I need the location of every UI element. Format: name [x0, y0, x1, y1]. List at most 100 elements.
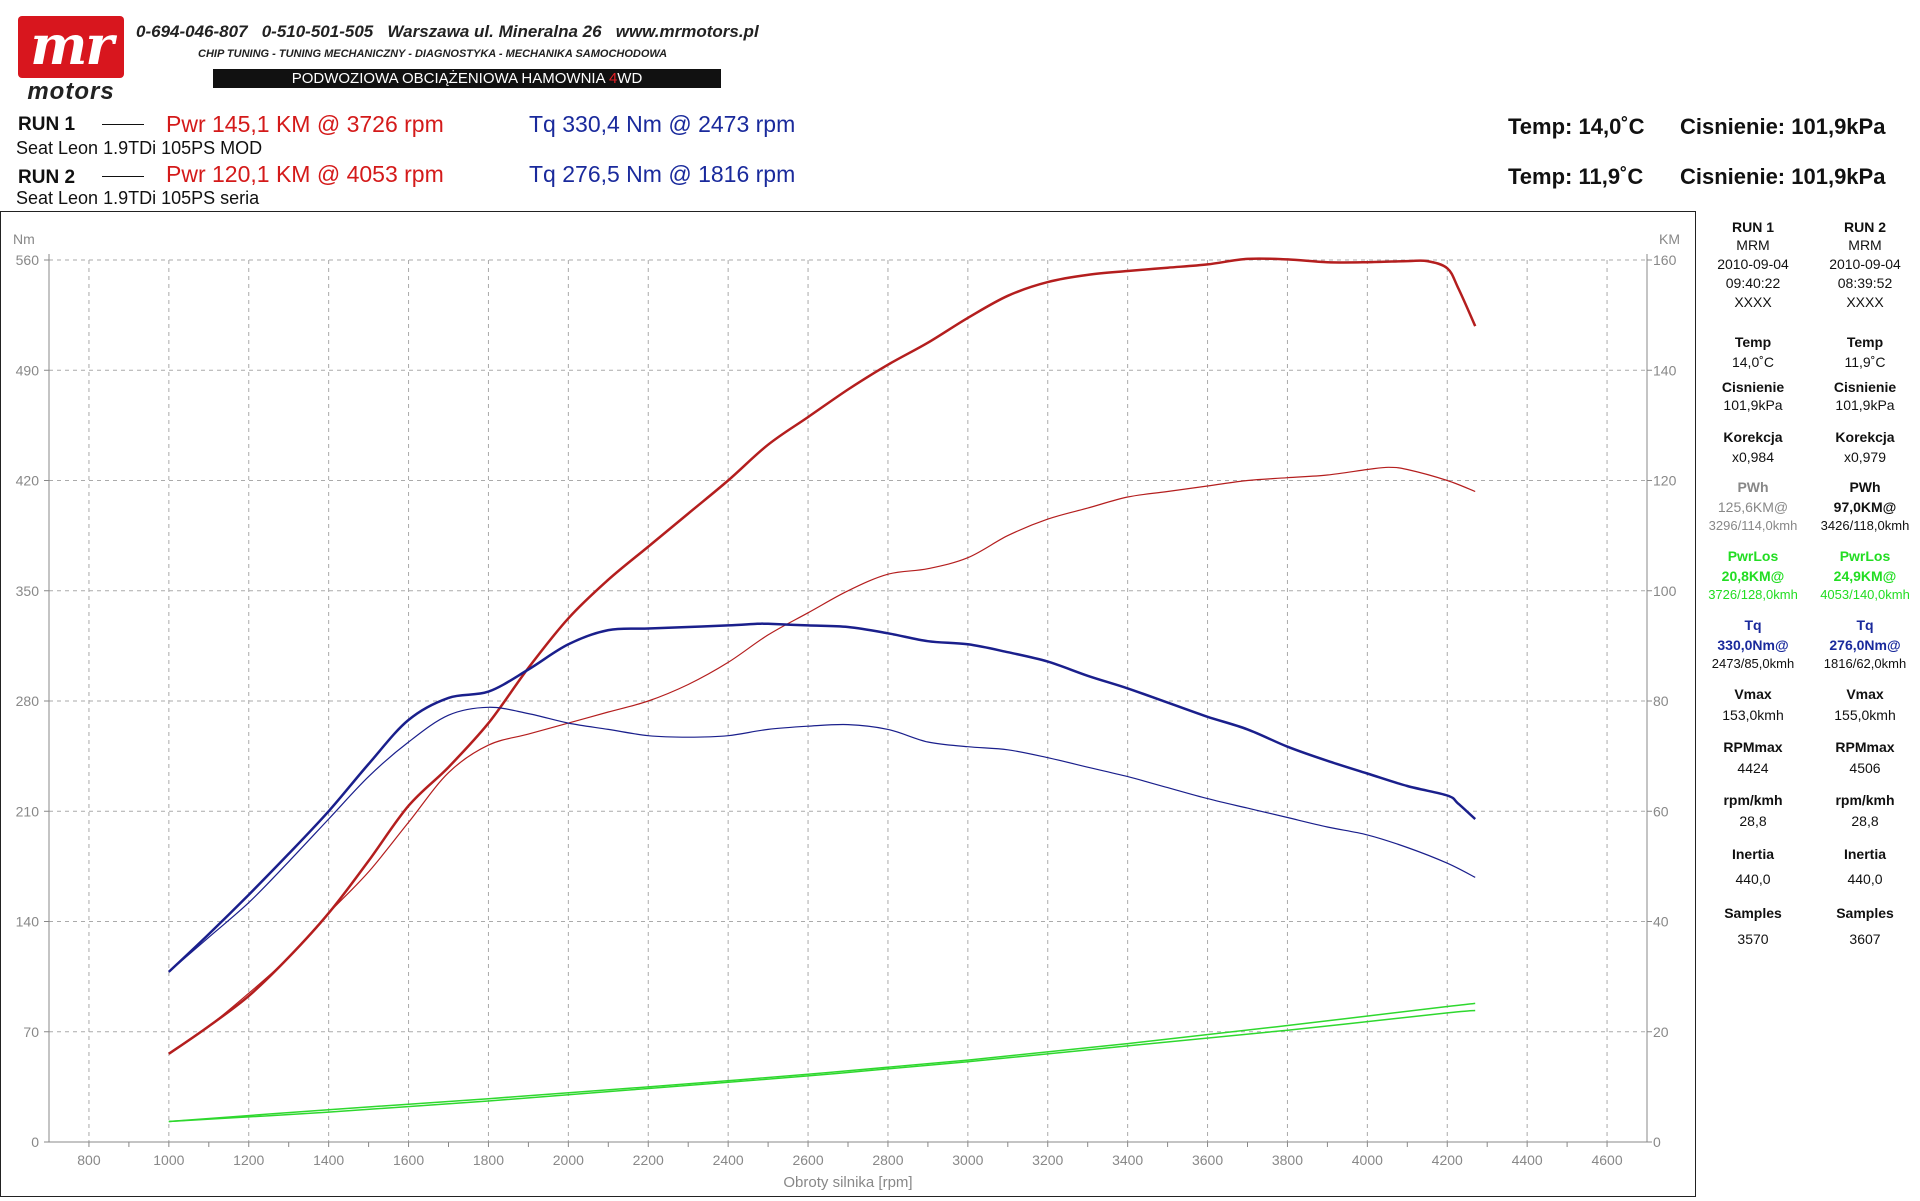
run1-rk-label: rpm/kmh	[1723, 792, 1783, 808]
run2-tq-label: Tq	[1856, 617, 1874, 633]
chart-series	[167, 257, 1477, 1123]
run2-loss-label: PwrLos	[1839, 548, 1891, 564]
run1-rk-value: 28,8	[1739, 813, 1767, 829]
run2-tq-value: 276,0Nm@	[1829, 637, 1901, 653]
services-line: CHIP TUNING - TUNING MECHANICZNY - DIAGN…	[198, 48, 668, 60]
run2-rk-value: 28,8	[1851, 813, 1879, 829]
y-tick-label-left: 560	[16, 252, 40, 268]
run1-vmax-label: Vmax	[1734, 686, 1772, 702]
run1-power: Pwr 145,1 KM @ 3726 rpm	[166, 111, 444, 137]
run1-rpm-label: RPMmax	[1723, 739, 1783, 755]
y-tick-label-right: 120	[1653, 473, 1677, 489]
x-tick-label: 2600	[792, 1152, 823, 1168]
run1-samples-label: Samples	[1724, 905, 1782, 921]
run2-kor-value: x0,979	[1843, 449, 1887, 465]
run1-press-label: Cisnienie	[1721, 379, 1785, 395]
series-line-0	[168, 257, 1477, 1055]
y-tick-label-left: 280	[16, 693, 40, 709]
x-tick-label: 2200	[633, 1152, 664, 1168]
series-line-5	[168, 1009, 1476, 1123]
banner-text: PODWOZIOWA OBCIĄŻENIOWA HAMOWNIA	[291, 70, 609, 87]
run2-info-date: 2010-09-04	[1829, 256, 1901, 272]
run1-temp-value: 14,0˚C	[1731, 354, 1775, 370]
logo: mr	[18, 16, 124, 78]
run2-tq-sub: 1816/62,0kmh	[1823, 656, 1907, 671]
run1-pwh-sub: 3296/114,0kmh	[1708, 518, 1798, 533]
run2-torque: Tq 276,5 Nm @ 1816 rpm	[529, 161, 796, 187]
y-tick-label-left: 350	[16, 583, 40, 599]
run1-loss-sub: 3726/128,0kmh	[1708, 587, 1798, 602]
run1-loss-value: 20,8KM@	[1721, 568, 1785, 584]
y-tick-label-right: 100	[1653, 583, 1677, 599]
run1-pwh-value: 125,6KM@	[1717, 499, 1789, 515]
run2-inertia-value: 440,0	[1847, 871, 1883, 887]
run1-samples-value: 3570	[1737, 931, 1769, 947]
run2-power: Pwr 120,1 KM @ 4053 rpm	[166, 161, 444, 187]
x-tick-label: 1600	[393, 1152, 424, 1168]
x-tick-label: 4600	[1591, 1152, 1622, 1168]
y-axis-label-left: Nm	[13, 231, 35, 247]
y-axis-label-right: KM	[1659, 231, 1680, 247]
x-tick-label: 1000	[153, 1152, 184, 1168]
run2-vmax-value: 155,0kmh	[1834, 707, 1896, 723]
x-tick-label: 3000	[952, 1152, 983, 1168]
run2-rpm-value: 4506	[1849, 760, 1881, 776]
run1-info-time: 09:40:22	[1725, 275, 1781, 291]
run1-inertia-value: 440,0	[1735, 871, 1771, 887]
run2-samples-value: 3607	[1849, 931, 1881, 947]
run-info-panel: RUN 1 MRM 2010-09-04 09:40:22 XXXX Temp …	[1697, 211, 1920, 1197]
run2-info-id: XXXX	[1846, 294, 1884, 310]
x-tick-label: 3200	[1032, 1152, 1063, 1168]
series-line-2	[167, 622, 1477, 973]
x-tick-label: 2800	[872, 1152, 903, 1168]
dyno-chart: 800 1000 1200 1400 1600 1800 2000 2200 2400 2600 2…	[13, 231, 1680, 1191]
logo-subtitle: motors	[27, 78, 115, 105]
banner: PODWOZIOWA OBCIĄŻENIOWA HAMOWNIA 4WD	[213, 69, 721, 88]
run1-vmax-value: 153,0kmh	[1722, 707, 1784, 723]
x-tick-label: 800	[77, 1152, 101, 1168]
y-tick-label-left: 490	[16, 362, 40, 378]
run2-rk-label: rpm/kmh	[1835, 792, 1895, 808]
run2-line-sample	[102, 176, 144, 177]
y-tick-label-left: 0	[31, 1134, 39, 1150]
x-axis-label: Obroty silnika [rpm]	[783, 1174, 912, 1191]
contact-line: 0-694-046-807 0-510-501-505 Warszawa ul.…	[136, 22, 759, 41]
run2-press-value: 101,9kPa	[1835, 397, 1895, 413]
run1-inertia-label: Inertia	[1731, 846, 1774, 862]
y-tick-label-right: 140	[1653, 362, 1677, 378]
chart-axes: 800 1000 1200 1400 1600 1800 2000 2200 2400 2600 2…	[16, 252, 1677, 1168]
y-tick-label-left: 420	[16, 473, 40, 489]
banner-suffix: WD	[617, 70, 643, 87]
run2-label: RUN 2	[18, 167, 76, 188]
x-tick-label: 3400	[1112, 1152, 1143, 1168]
run1-car: Seat Leon 1.9TDi 105PS MOD	[16, 138, 263, 158]
x-tick-label: 2400	[713, 1152, 744, 1168]
run1-line-sample	[102, 124, 144, 125]
y-tick-label-right: 0	[1653, 1134, 1661, 1150]
y-tick-label-left: 210	[16, 803, 40, 819]
run2-car: Seat Leon 1.9TDi 105PS seria	[16, 188, 260, 208]
dyno-chart-frame: 800 1000 1200 1400 1600 1800 2000 2200 2400 2600 2…	[0, 211, 1696, 1197]
y-tick-label-right: 160	[1653, 252, 1677, 268]
y-tick-label-right: 80	[1653, 693, 1669, 709]
run2-vmax-label: Vmax	[1846, 686, 1884, 702]
run1-info-id: XXXX	[1734, 294, 1772, 310]
run1-label: RUN 1	[18, 114, 76, 135]
run1-tq-value: 330,0Nm@	[1717, 637, 1789, 653]
run1-pwh-label: PWh	[1737, 479, 1769, 495]
series-line-1	[168, 466, 1476, 1055]
run2-temp-value: 11,9˚C	[1844, 354, 1886, 370]
run1-info-code: MRM	[1736, 237, 1770, 253]
run2-info-code: MRM	[1848, 237, 1882, 253]
y-tick-label-left: 140	[16, 914, 40, 930]
banner-highlight: 4	[608, 70, 618, 87]
run1-rpm-value: 4424	[1737, 760, 1769, 776]
run1-temp: Temp: 14,0˚C	[1508, 114, 1645, 139]
y-tick-label-right: 60	[1653, 803, 1669, 819]
x-tick-label: 1400	[313, 1152, 344, 1168]
x-tick-label: 4400	[1512, 1152, 1543, 1168]
run2-rpm-label: RPMmax	[1835, 739, 1895, 755]
x-tick-label: 4000	[1352, 1152, 1383, 1168]
run1-tq-sub: 2473/85,0kmh	[1711, 656, 1795, 671]
chart-grid	[49, 259, 1647, 1143]
